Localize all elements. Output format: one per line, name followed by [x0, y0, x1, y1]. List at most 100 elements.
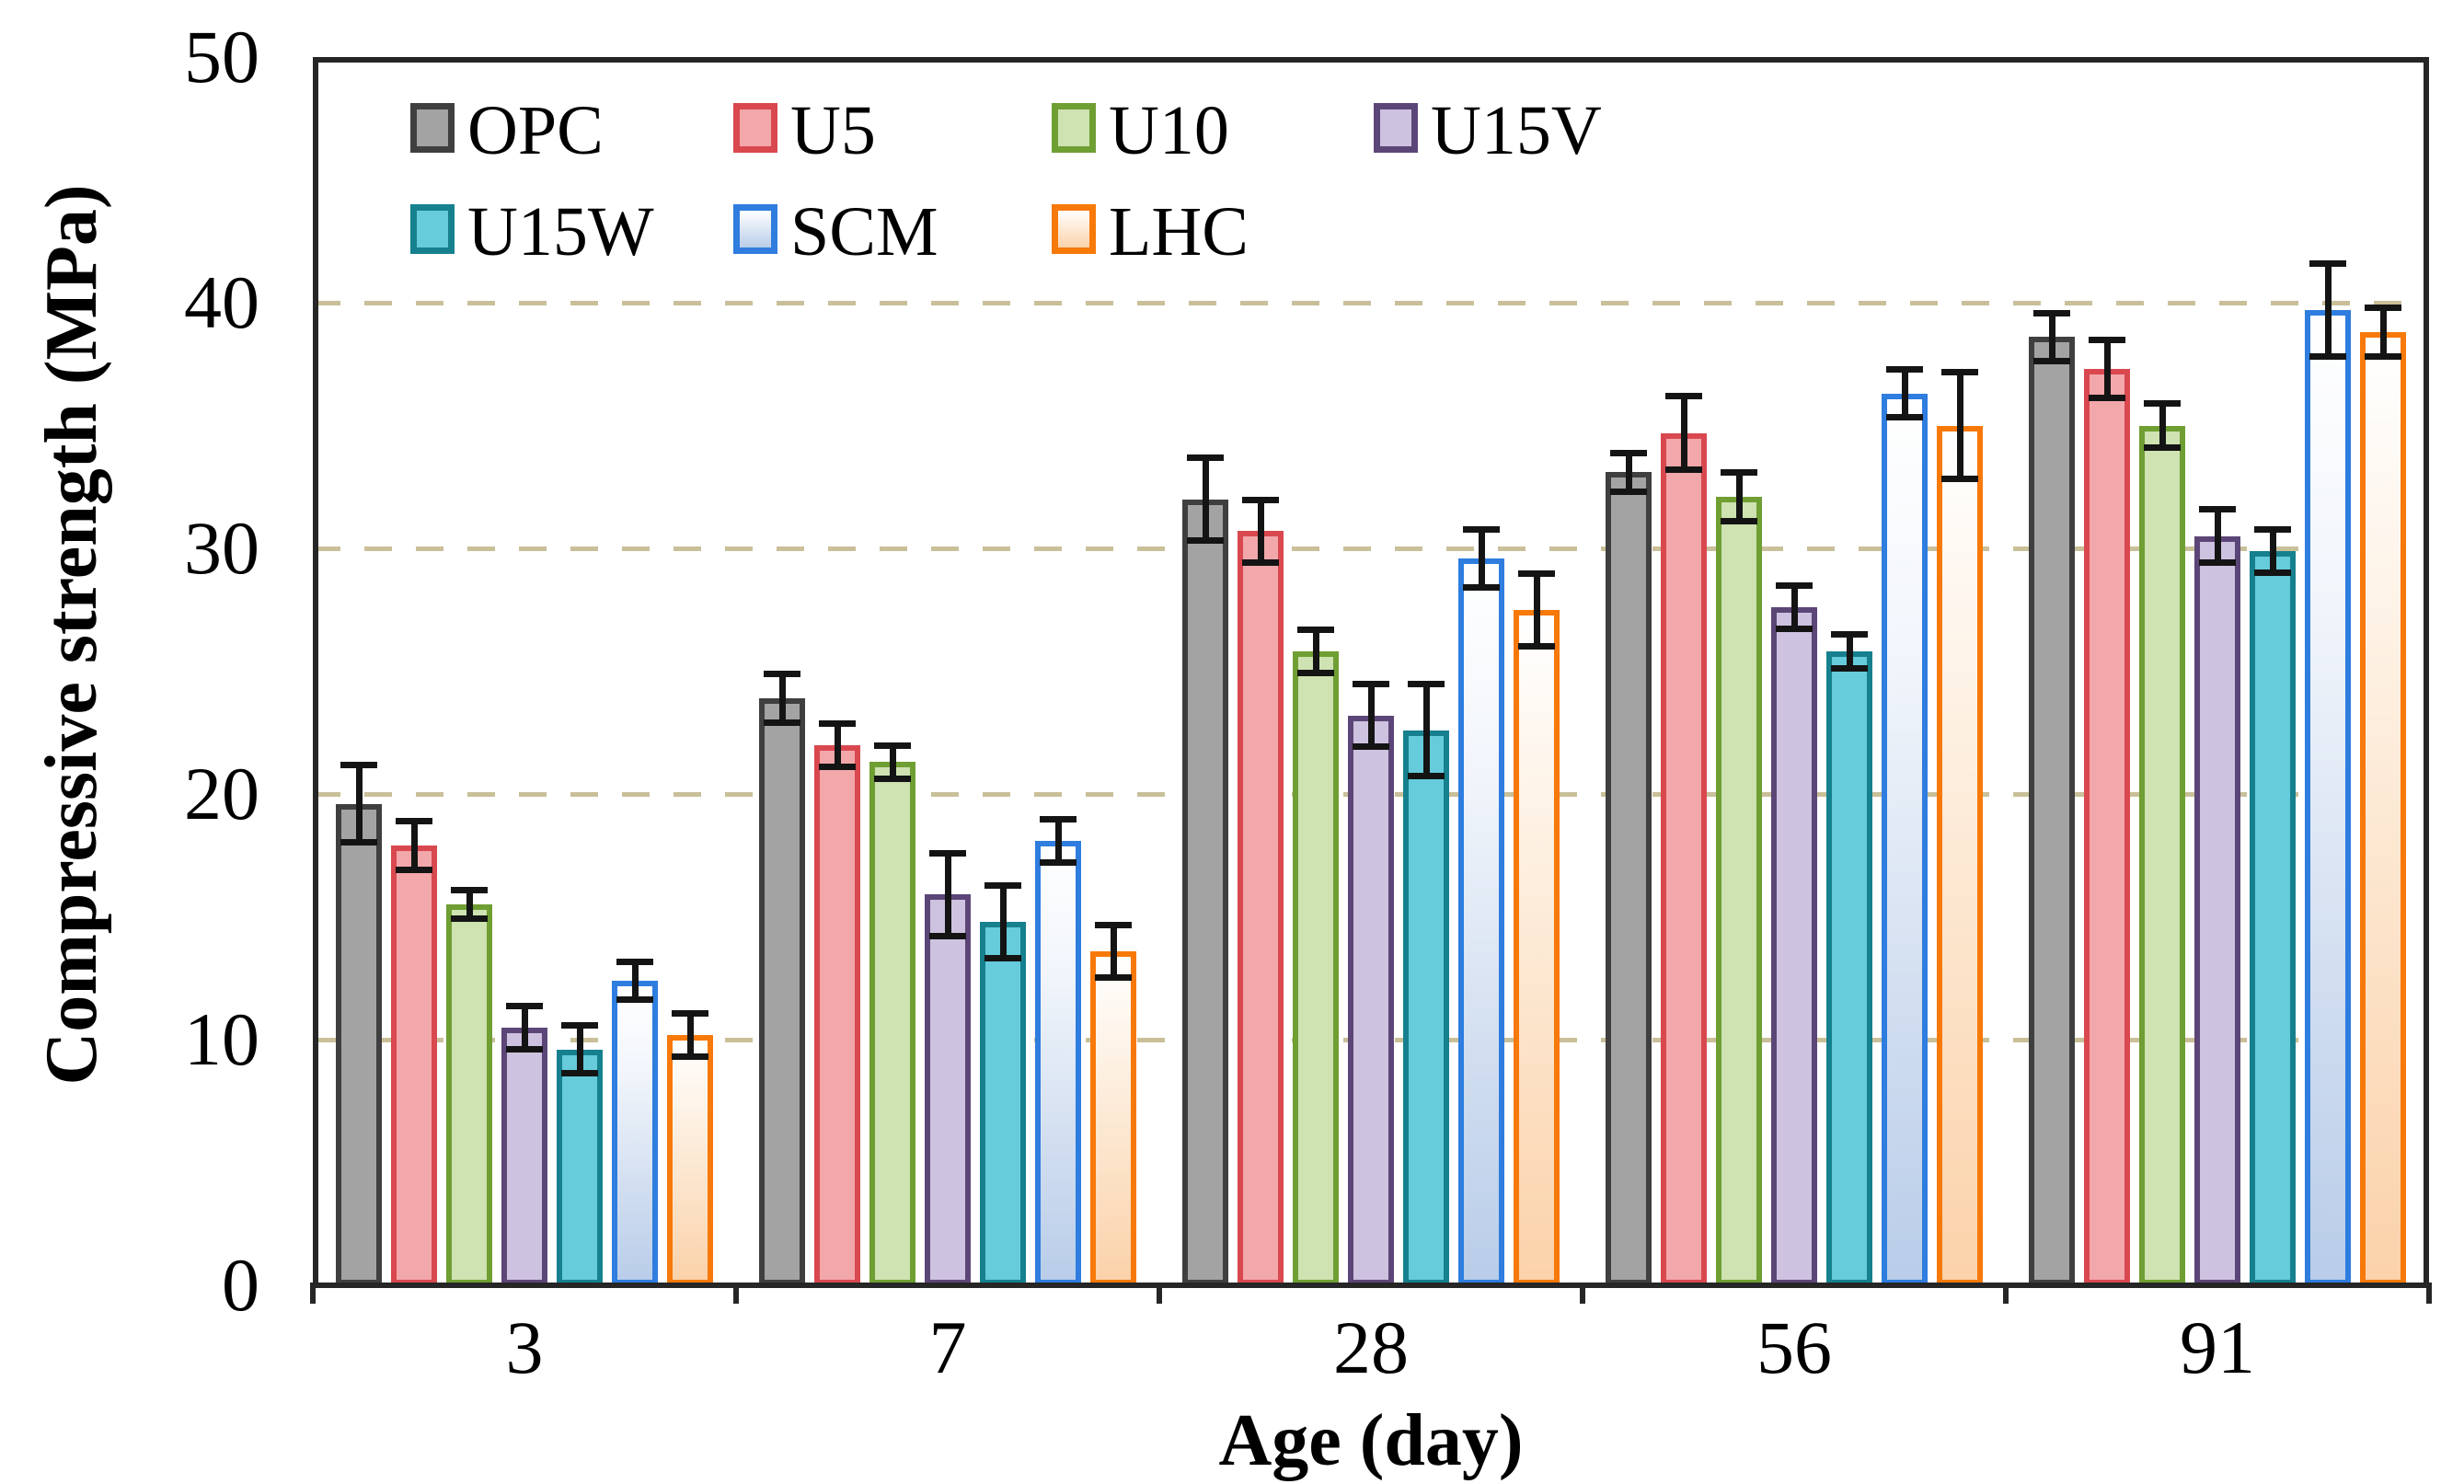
x-axis-tick	[733, 1285, 739, 1304]
y-tick-label: 0	[222, 1243, 259, 1327]
legend-swatch-U15W	[410, 204, 455, 254]
legend-swatch-U10	[1052, 103, 1096, 153]
bar-OPC-28	[1182, 499, 1228, 1285]
gridline-40	[313, 301, 2429, 305]
x-tick-label: 3	[505, 1306, 544, 1389]
errorbar-cap-top	[1040, 815, 1077, 823]
errorbar-U10-3	[466, 890, 473, 920]
x-tick-label: 28	[1333, 1306, 1409, 1389]
errorbar-cap-top	[1187, 454, 1224, 462]
bar-U5-56	[1661, 432, 1707, 1285]
errorbar-cap-top	[1665, 393, 1702, 400]
errorbar-SCM-91	[2324, 263, 2332, 357]
errorbar-cap-top	[340, 761, 377, 768]
errorbar-cap-bottom	[1665, 466, 1702, 473]
errorbar-cap-bottom	[2199, 559, 2236, 567]
bar-U5-3	[391, 846, 437, 1285]
errorbar-LHC-56	[1956, 371, 1963, 480]
errorbar-U15W-28	[1422, 683, 1430, 777]
errorbar-cap-bottom	[1353, 743, 1389, 751]
errorbar-SCM-3	[631, 961, 639, 1001]
errorbar-U15V-3	[521, 1005, 528, 1050]
bar-U15V-28	[1348, 715, 1394, 1285]
errorbar-OPC-3	[355, 764, 363, 844]
errorbar-cap-top	[2089, 337, 2125, 344]
x-axis-title: Age (day)	[1218, 1400, 1524, 1481]
x-tick-label: 56	[1756, 1306, 1832, 1389]
errorbar-cap-top	[764, 671, 800, 678]
errorbar-cap-top	[1408, 680, 1445, 687]
bar-U15W-7	[980, 921, 1026, 1285]
errorbar-U5-56	[1680, 396, 1687, 470]
bar-U10-91	[2139, 425, 2185, 1285]
legend-swatch-SCM	[733, 204, 777, 254]
x-axis-tick	[2003, 1285, 2009, 1304]
errorbar-cap-bottom	[1831, 664, 1868, 672]
errorbar-cap-bottom	[340, 839, 377, 846]
errorbar-cap-top	[451, 887, 488, 894]
errorbar-U15W-91	[2269, 528, 2276, 573]
errorbar-cap-top	[929, 850, 966, 857]
errorbar-cap-top	[1831, 631, 1868, 638]
x-tick-label: 91	[2180, 1306, 2255, 1389]
errorbar-cap-bottom	[1721, 517, 1757, 524]
errorbar-OPC-28	[1202, 457, 1209, 541]
errorbar-cap-top	[2365, 305, 2401, 312]
errorbar-cap-bottom	[1610, 488, 1647, 495]
errorbar-U5-7	[834, 722, 841, 767]
errorbar-cap-bottom	[1941, 476, 1978, 483]
errorbar-U15W-3	[576, 1024, 583, 1075]
errorbar-cap-bottom	[2309, 352, 2346, 360]
errorbar-cap-bottom	[819, 763, 856, 770]
errorbar-cap-bottom	[984, 954, 1021, 961]
bar-U10-3	[446, 904, 492, 1285]
legend-swatch-LHC	[1052, 204, 1096, 254]
bar-OPC-91	[2029, 337, 2075, 1285]
x-axis-tick	[1580, 1285, 1585, 1304]
legend-label-U5: U5	[790, 92, 876, 169]
bar-SCM-91	[2305, 310, 2351, 1285]
errorbar-cap-bottom	[929, 932, 966, 939]
errorbar-cap-bottom	[1095, 974, 1132, 982]
errorbar-cap-top	[2309, 260, 2346, 268]
errorbar-cap-top	[396, 818, 432, 825]
errorbar-cap-bottom	[2144, 443, 2181, 451]
errorbar-SCM-56	[1901, 369, 1908, 419]
y-tick-label: 40	[184, 260, 259, 344]
errorbar-cap-bottom	[2089, 395, 2125, 402]
bar-U15W-56	[1826, 651, 1872, 1285]
errorbar-cap-bottom	[1463, 583, 1500, 591]
bar-U15V-3	[501, 1027, 547, 1285]
errorbar-cap-bottom	[1886, 414, 1923, 421]
errorbar-cap-top	[1610, 449, 1647, 456]
errorbar-cap-top	[1242, 496, 1279, 503]
errorbar-U5-28	[1257, 499, 1264, 563]
legend-label-U15V: U15V	[1431, 92, 1602, 169]
bar-OPC-7	[759, 697, 805, 1285]
errorbar-U15V-91	[2214, 509, 2221, 563]
errorbar-cap-top	[616, 958, 653, 965]
errorbar-cap-top	[2033, 309, 2070, 316]
errorbar-SCM-28	[1478, 528, 1485, 588]
errorbar-OPC-7	[778, 673, 786, 723]
gridline-30	[313, 546, 2429, 551]
errorbar-cap-top	[2254, 525, 2291, 533]
errorbar-cap-top	[1721, 469, 1757, 477]
bar-U10-56	[1716, 496, 1762, 1285]
errorbar-U15W-7	[999, 884, 1007, 959]
errorbar-cap-top	[1886, 366, 1923, 374]
y-tick-label: 50	[184, 15, 259, 98]
bar-U10-7	[869, 762, 915, 1285]
errorbar-LHC-3	[686, 1012, 694, 1057]
bar-LHC-56	[1937, 425, 1983, 1285]
x-axis-line	[310, 1283, 2432, 1288]
legend-label-SCM: SCM	[790, 193, 938, 270]
errorbar-cap-top	[1297, 627, 1334, 634]
errorbar-cap-top	[1518, 569, 1555, 577]
plot-frame	[313, 57, 2429, 1285]
bar-U15W-3	[557, 1049, 603, 1285]
legend-label-LHC: LHC	[1109, 193, 1249, 270]
errorbar-cap-top	[1463, 525, 1500, 533]
y-tick-label: 20	[184, 752, 259, 835]
